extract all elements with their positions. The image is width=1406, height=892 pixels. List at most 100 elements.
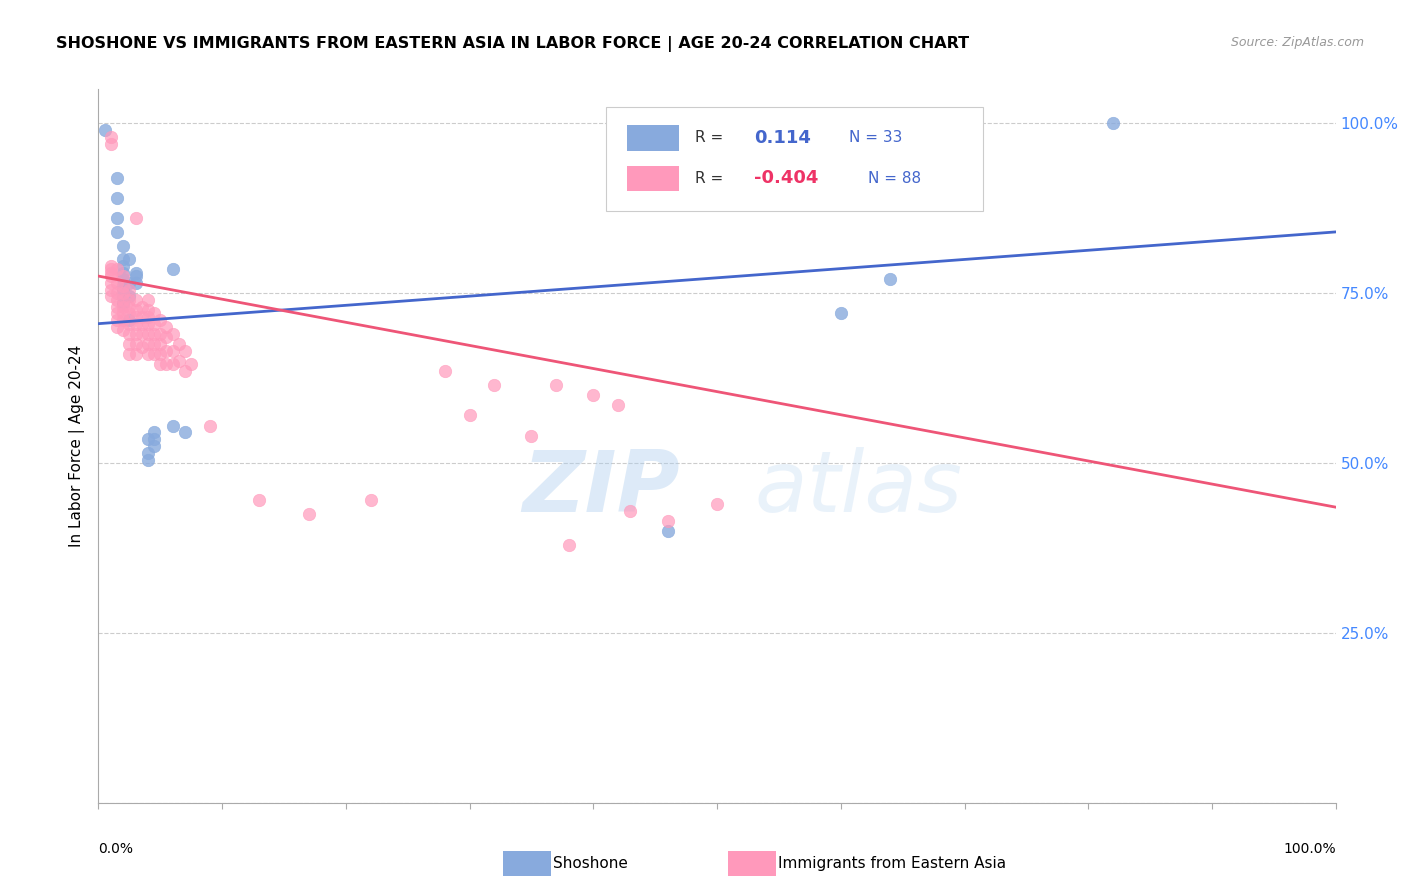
- Point: [136, 347, 159, 361]
- Point: [105, 170, 128, 185]
- Point: [162, 326, 184, 341]
- Text: R =: R =: [695, 130, 723, 145]
- Point: [105, 225, 128, 239]
- Point: [118, 306, 141, 320]
- Point: [118, 276, 141, 290]
- Point: [657, 524, 679, 538]
- Point: [136, 310, 159, 324]
- Text: 0.0%: 0.0%: [98, 842, 134, 855]
- Point: [112, 283, 135, 297]
- Point: [131, 317, 153, 331]
- Point: [136, 303, 159, 318]
- Point: [112, 272, 135, 286]
- Point: [143, 347, 166, 361]
- Point: [706, 497, 728, 511]
- Point: [105, 191, 128, 205]
- Point: [607, 398, 630, 412]
- Point: [124, 293, 146, 307]
- Point: [100, 289, 122, 303]
- Point: [105, 306, 128, 320]
- Point: [174, 343, 197, 358]
- Y-axis label: In Labor Force | Age 20-24: In Labor Force | Age 20-24: [69, 345, 86, 547]
- Point: [124, 310, 146, 324]
- Point: [167, 337, 190, 351]
- Point: [162, 262, 184, 277]
- Point: [155, 320, 177, 334]
- Point: [118, 337, 141, 351]
- Point: [143, 432, 166, 446]
- Point: [247, 493, 270, 508]
- Point: [180, 358, 202, 372]
- Point: [131, 326, 153, 341]
- Text: SHOSHONE VS IMMIGRANTS FROM EASTERN ASIA IN LABOR FORCE | AGE 20-24 CORRELATION : SHOSHONE VS IMMIGRANTS FROM EASTERN ASIA…: [56, 36, 969, 52]
- Point: [298, 507, 321, 521]
- Point: [100, 259, 122, 273]
- Point: [155, 358, 177, 372]
- Text: 0.114: 0.114: [754, 128, 811, 146]
- Point: [582, 388, 605, 402]
- Point: [162, 358, 184, 372]
- Point: [136, 326, 159, 341]
- Point: [136, 293, 159, 307]
- Point: [124, 317, 146, 331]
- Point: [136, 446, 159, 460]
- Point: [149, 358, 172, 372]
- Point: [105, 320, 128, 334]
- Point: [118, 347, 141, 361]
- Point: [131, 300, 153, 314]
- Point: [124, 266, 146, 280]
- Point: [112, 313, 135, 327]
- Point: [198, 418, 221, 433]
- Point: [149, 326, 172, 341]
- Point: [520, 429, 543, 443]
- Point: [112, 289, 135, 303]
- Text: Immigrants from Eastern Asia: Immigrants from Eastern Asia: [778, 856, 1005, 871]
- Point: [136, 432, 159, 446]
- Point: [124, 337, 146, 351]
- Point: [143, 425, 166, 440]
- Point: [112, 252, 135, 266]
- Point: [484, 377, 506, 392]
- Point: [124, 269, 146, 284]
- Point: [155, 330, 177, 344]
- Point: [105, 276, 128, 290]
- Point: [100, 269, 122, 284]
- Point: [167, 354, 190, 368]
- Point: [100, 136, 122, 151]
- Point: [143, 326, 166, 341]
- Point: [433, 364, 456, 378]
- Point: [100, 283, 122, 297]
- Point: [112, 266, 135, 280]
- Point: [112, 306, 135, 320]
- Point: [149, 337, 172, 351]
- Point: [100, 266, 122, 280]
- Point: [112, 296, 135, 310]
- Text: ZIP: ZIP: [522, 447, 681, 531]
- Point: [118, 313, 141, 327]
- Point: [131, 310, 153, 324]
- Point: [112, 279, 135, 293]
- Point: [118, 283, 141, 297]
- Point: [105, 286, 128, 301]
- Point: [118, 289, 141, 303]
- Point: [174, 364, 197, 378]
- Point: [136, 317, 159, 331]
- Point: [100, 129, 122, 144]
- Point: [100, 276, 122, 290]
- FancyBboxPatch shape: [627, 125, 679, 151]
- Point: [1102, 116, 1125, 130]
- Point: [458, 409, 481, 423]
- Point: [105, 300, 128, 314]
- Point: [124, 211, 146, 226]
- Point: [830, 306, 852, 320]
- Point: [136, 337, 159, 351]
- Point: [112, 279, 135, 293]
- FancyBboxPatch shape: [606, 107, 983, 211]
- Point: [118, 293, 141, 307]
- Point: [136, 452, 159, 467]
- Point: [143, 306, 166, 320]
- Point: [546, 377, 568, 392]
- Text: R =: R =: [695, 171, 723, 186]
- Point: [557, 537, 579, 551]
- Point: [360, 493, 382, 508]
